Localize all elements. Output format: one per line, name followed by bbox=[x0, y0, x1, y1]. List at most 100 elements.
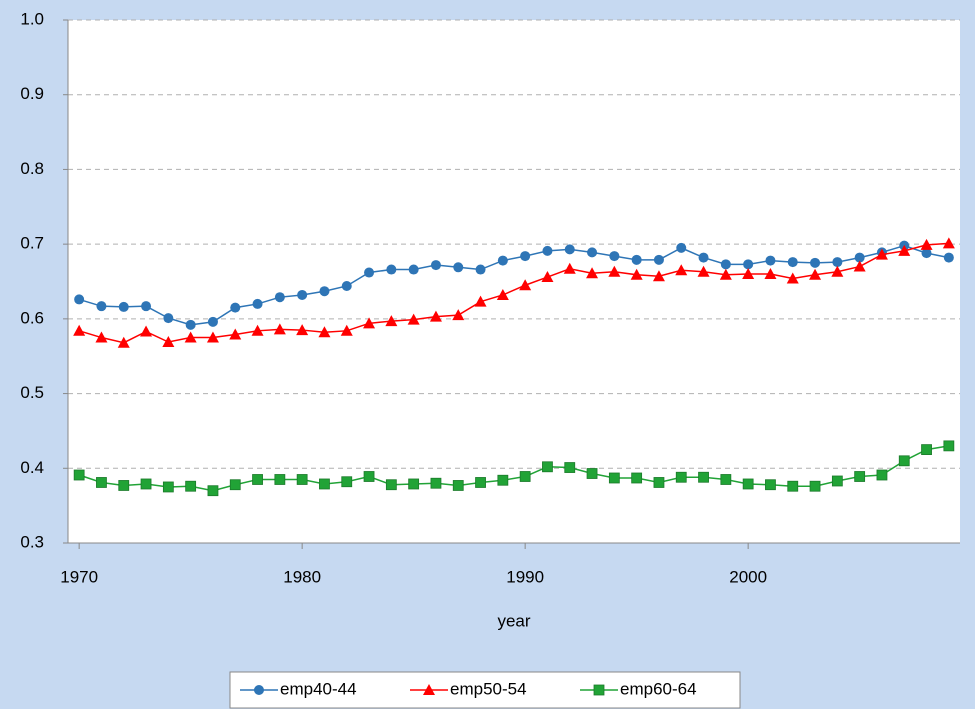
marker bbox=[340, 324, 353, 336]
series-line bbox=[78, 445, 949, 492]
marker bbox=[74, 294, 85, 305]
marker bbox=[587, 247, 598, 258]
marker bbox=[542, 461, 553, 473]
marker bbox=[564, 244, 575, 255]
marker bbox=[385, 315, 398, 327]
marker bbox=[96, 301, 107, 312]
x-tick-label: 1970 bbox=[60, 567, 98, 586]
marker bbox=[631, 472, 643, 484]
marker bbox=[430, 477, 442, 489]
y-tick-label: 0.9 bbox=[20, 84, 44, 103]
marker bbox=[943, 252, 954, 263]
marker bbox=[609, 251, 620, 262]
marker bbox=[519, 279, 532, 291]
marker bbox=[408, 478, 420, 490]
legend-label: emp60-64 bbox=[620, 679, 697, 698]
marker bbox=[675, 471, 687, 483]
marker bbox=[318, 326, 331, 338]
legend-label: emp40-44 bbox=[280, 679, 357, 698]
marker bbox=[719, 268, 732, 280]
marker bbox=[453, 262, 464, 273]
marker bbox=[497, 255, 508, 266]
marker bbox=[787, 257, 798, 268]
marker bbox=[541, 271, 554, 283]
marker bbox=[385, 479, 397, 491]
series-line bbox=[78, 244, 949, 326]
marker bbox=[921, 248, 932, 259]
marker bbox=[319, 286, 330, 297]
marker bbox=[809, 268, 822, 280]
marker bbox=[274, 292, 285, 303]
marker bbox=[742, 478, 754, 490]
x-tick-label: 1990 bbox=[506, 567, 544, 586]
legend-label: emp50-54 bbox=[450, 679, 527, 698]
marker bbox=[898, 455, 910, 467]
marker bbox=[854, 471, 866, 482]
y-tick-label: 0.5 bbox=[20, 383, 44, 402]
marker bbox=[497, 474, 509, 486]
marker bbox=[407, 313, 420, 325]
marker bbox=[386, 264, 397, 275]
marker bbox=[630, 268, 643, 280]
marker bbox=[853, 260, 866, 272]
marker bbox=[765, 479, 776, 491]
marker bbox=[341, 280, 352, 291]
marker bbox=[943, 440, 955, 452]
marker bbox=[140, 478, 152, 490]
marker bbox=[96, 477, 107, 488]
marker bbox=[95, 331, 108, 343]
marker bbox=[162, 336, 175, 348]
legend-marker bbox=[254, 685, 264, 695]
y-tick-label: 1.0 bbox=[20, 9, 44, 28]
marker bbox=[341, 476, 353, 488]
marker bbox=[162, 481, 174, 493]
marker bbox=[118, 301, 129, 312]
marker bbox=[564, 462, 576, 473]
marker bbox=[765, 255, 776, 266]
marker bbox=[698, 471, 709, 483]
marker bbox=[206, 331, 219, 343]
marker bbox=[921, 444, 932, 456]
marker bbox=[631, 254, 642, 265]
marker bbox=[229, 479, 241, 491]
marker bbox=[608, 472, 620, 484]
marker bbox=[942, 237, 955, 249]
marker bbox=[586, 267, 599, 279]
marker bbox=[297, 289, 308, 300]
marker bbox=[273, 323, 286, 335]
marker bbox=[832, 257, 843, 268]
x-axis-label: year bbox=[497, 611, 530, 630]
marker bbox=[319, 478, 330, 490]
marker bbox=[207, 485, 219, 497]
marker bbox=[742, 268, 755, 280]
marker bbox=[652, 270, 665, 282]
marker bbox=[698, 252, 709, 263]
x-tick-label: 2000 bbox=[729, 567, 767, 586]
marker bbox=[876, 469, 888, 481]
legend-box bbox=[229, 671, 741, 709]
marker bbox=[809, 480, 821, 492]
marker bbox=[697, 265, 710, 277]
marker bbox=[831, 475, 843, 487]
marker bbox=[810, 257, 821, 268]
marker bbox=[230, 302, 241, 313]
marker bbox=[252, 298, 263, 309]
marker bbox=[185, 480, 197, 492]
marker bbox=[252, 474, 263, 485]
marker bbox=[875, 248, 888, 260]
plot-area bbox=[68, 20, 960, 543]
marker bbox=[73, 469, 85, 481]
marker bbox=[831, 265, 844, 277]
marker bbox=[296, 474, 308, 485]
marker bbox=[229, 328, 242, 340]
marker bbox=[786, 272, 799, 284]
marker bbox=[898, 244, 911, 256]
marker bbox=[720, 474, 732, 485]
marker bbox=[429, 310, 442, 322]
marker bbox=[920, 238, 933, 250]
marker bbox=[563, 262, 576, 274]
x-tick-label: 1980 bbox=[283, 567, 321, 586]
marker bbox=[586, 468, 598, 479]
marker bbox=[743, 259, 754, 270]
